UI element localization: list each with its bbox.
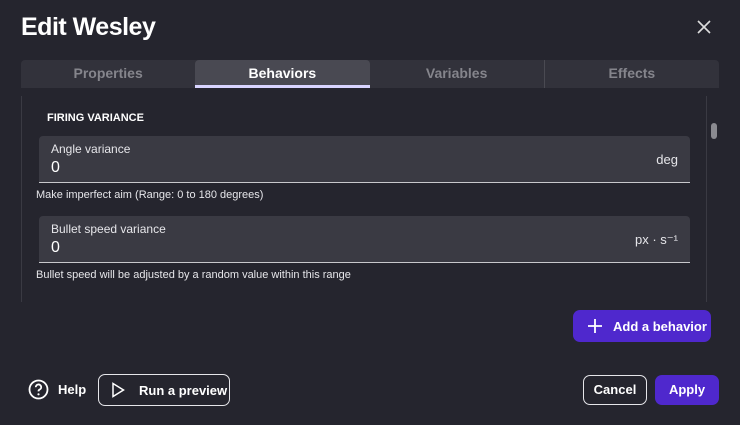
field-label: Bullet speed variance — [51, 222, 166, 236]
field-unit: deg — [656, 152, 678, 167]
tab-variables[interactable]: Variables — [425, 65, 488, 81]
behavior-panel: FIRING VARIANCE Angle variance 0 deg Mak… — [21, 96, 707, 302]
tab-behaviors[interactable]: Behaviors — [195, 60, 370, 88]
add-behavior-button[interactable]: Add a behavior — [573, 310, 711, 342]
field-help: Bullet speed will be adjusted by a rando… — [36, 269, 351, 281]
dialog-title: Edit Wesley — [21, 13, 156, 41]
apply-button[interactable]: Apply — [655, 375, 719, 405]
angle-variance-field[interactable]: Angle variance 0 deg — [39, 136, 690, 183]
run-preview-button[interactable]: Run a preview — [98, 374, 230, 406]
tab-properties[interactable]: Properties — [73, 65, 143, 81]
section-title: FIRING VARIANCE — [47, 112, 144, 124]
run-preview-label: Run a preview — [139, 382, 228, 398]
field-help: Make imperfect aim (Range: 0 to 180 degr… — [36, 189, 264, 201]
help-button[interactable]: Help — [28, 379, 86, 400]
field-unit: px · s⁻¹ — [635, 232, 678, 247]
field-value[interactable]: 0 — [51, 239, 60, 256]
add-behavior-label: Add a behavior — [613, 318, 707, 334]
help-icon — [28, 379, 49, 400]
field-label: Angle variance — [51, 142, 131, 156]
bullet-speed-variance-field[interactable]: Bullet speed variance 0 px · s⁻¹ — [39, 216, 690, 263]
help-label: Help — [58, 382, 87, 397]
scrollbar[interactable] — [711, 123, 717, 139]
field-value[interactable]: 0 — [51, 159, 60, 176]
close-icon[interactable] — [694, 17, 714, 37]
plus-icon — [588, 319, 602, 333]
tab-effects[interactable]: Effects — [543, 60, 719, 88]
cancel-button[interactable]: Cancel — [583, 375, 647, 405]
play-icon — [112, 382, 125, 398]
tab-bar: Properties Behaviors Variables Effects — [21, 60, 719, 88]
